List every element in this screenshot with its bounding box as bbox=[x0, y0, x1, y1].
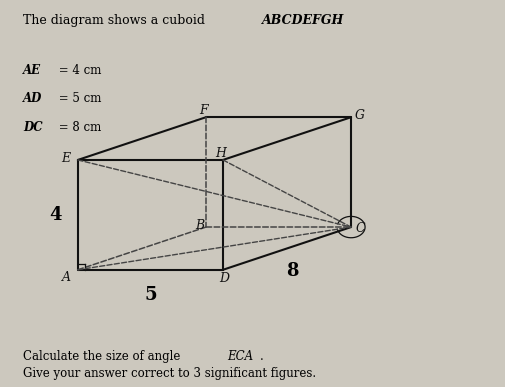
Text: Calculate the size of angle: Calculate the size of angle bbox=[23, 350, 183, 363]
Text: DC: DC bbox=[23, 121, 42, 134]
Text: ABCDEFGH: ABCDEFGH bbox=[262, 14, 343, 27]
Text: B: B bbox=[194, 219, 204, 232]
Text: .: . bbox=[259, 350, 263, 363]
Text: C: C bbox=[355, 223, 364, 235]
Text: AE: AE bbox=[23, 64, 41, 77]
Text: H: H bbox=[215, 147, 225, 159]
Text: = 5 cm: = 5 cm bbox=[55, 92, 101, 105]
Text: = 8 cm: = 8 cm bbox=[55, 121, 101, 134]
Text: The diagram shows a cuboid: The diagram shows a cuboid bbox=[23, 14, 209, 27]
Text: D: D bbox=[219, 272, 229, 285]
Text: 5: 5 bbox=[144, 286, 157, 303]
Text: AD: AD bbox=[23, 92, 42, 105]
Text: ECA: ECA bbox=[227, 350, 252, 363]
Text: = 4 cm: = 4 cm bbox=[55, 64, 101, 77]
Text: E: E bbox=[61, 152, 70, 164]
Text: 4: 4 bbox=[49, 206, 62, 224]
Text: A: A bbox=[62, 271, 71, 284]
Text: G: G bbox=[354, 109, 364, 122]
Text: 8: 8 bbox=[285, 262, 297, 280]
Text: .: . bbox=[335, 14, 339, 27]
Text: F: F bbox=[199, 104, 208, 117]
Text: Give your answer correct to 3 significant figures.: Give your answer correct to 3 significan… bbox=[23, 366, 315, 380]
